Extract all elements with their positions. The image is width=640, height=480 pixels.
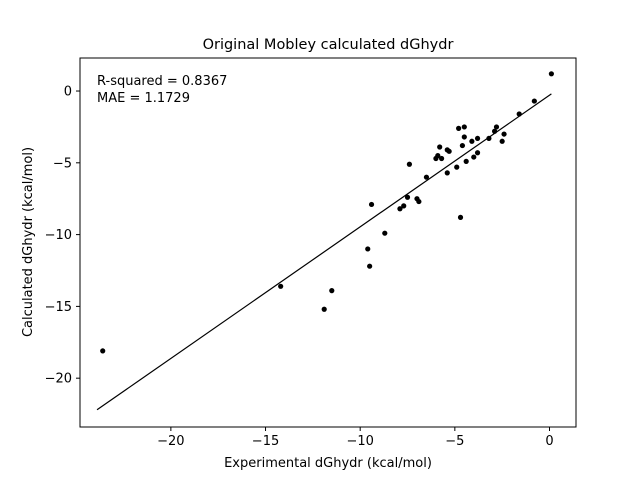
data-point [471, 154, 477, 160]
r-squared-annotation: R-squared = 0.8367 [97, 74, 227, 89]
data-point [531, 98, 537, 104]
x-tick-label: −5 [445, 434, 464, 449]
data-point [416, 198, 422, 205]
data-point [367, 263, 373, 269]
data-point [397, 206, 403, 212]
data-point [365, 246, 371, 252]
y-axis: −20 −15 −10 −5 0 [45, 85, 80, 387]
plot-area [79, 57, 577, 428]
data-point [469, 138, 475, 144]
data-point [463, 158, 469, 164]
x-tick-label: −10 [346, 434, 373, 449]
data-point [516, 111, 522, 117]
data-point [368, 201, 375, 208]
data-point [454, 164, 460, 170]
data-point [491, 128, 498, 134]
x-axis: −20 −15 −10 −5 0 [157, 427, 554, 449]
fit-line [96, 93, 552, 411]
data-point [435, 153, 441, 159]
fit-line-layer [96, 93, 552, 411]
data-point [459, 142, 466, 149]
data-point [461, 134, 467, 140]
data-point [499, 138, 505, 144]
data-point [548, 71, 554, 77]
data-point [401, 203, 407, 209]
data-point [382, 230, 388, 236]
data-point [404, 194, 411, 200]
data-point [278, 283, 284, 289]
data-point [444, 170, 450, 176]
x-tick-label: −15 [252, 434, 279, 449]
x-axis-label: Experimental dGhydr (kcal/mol) [224, 456, 432, 471]
chart-title: Original Mobley calculated dGhydr [203, 37, 454, 53]
y-tick-label: −10 [45, 228, 72, 243]
data-point [461, 124, 467, 130]
y-axis-label: Calculated dGhydr (kcal/mol) [21, 147, 36, 337]
data-points [100, 71, 554, 354]
data-point [329, 287, 335, 294]
y-tick-label: −5 [53, 156, 72, 171]
data-point [438, 155, 445, 162]
data-point [486, 135, 492, 142]
data-point [493, 124, 500, 130]
y-tick-label: −15 [45, 300, 72, 315]
plot-frame [79, 57, 577, 428]
data-point [501, 131, 507, 137]
data-point [406, 161, 413, 167]
data-point [474, 150, 481, 156]
y-tick-label: −20 [45, 372, 72, 387]
data-point [437, 144, 443, 150]
x-tick-label: 0 [545, 434, 553, 449]
data-point [321, 306, 327, 312]
data-point [474, 135, 481, 142]
data-point [423, 174, 430, 180]
mae-annotation: MAE = 1.1729 [97, 91, 190, 106]
data-point [456, 125, 462, 131]
x-tick-label: −20 [157, 434, 184, 449]
data-point [446, 148, 452, 154]
data-point [457, 214, 464, 220]
y-tick-label: 0 [64, 85, 72, 100]
data-point [100, 348, 106, 354]
